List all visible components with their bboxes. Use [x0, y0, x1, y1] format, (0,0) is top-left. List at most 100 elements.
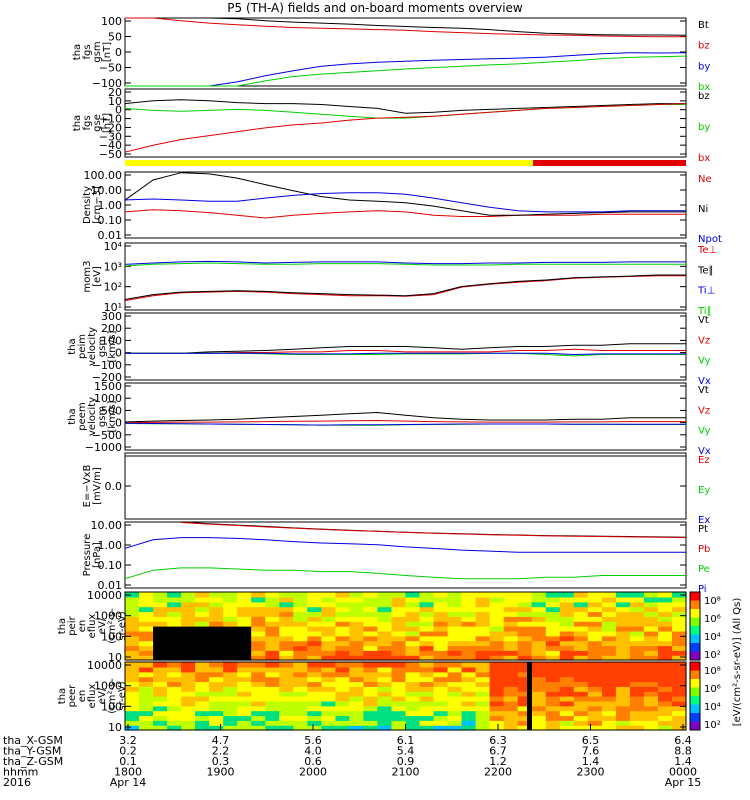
peir-heatmap-cell	[658, 650, 673, 656]
xaxis-value: 2300	[577, 766, 605, 779]
xaxis-value: 4.7	[212, 734, 230, 747]
peir-heatmap-cell	[503, 626, 519, 632]
peir-heatmap-cell	[167, 626, 182, 632]
peir-heatmap-cell	[363, 596, 378, 603]
peer-heatmap-cell	[672, 676, 687, 683]
peer-heatmap-cell	[545, 700, 561, 707]
peer-heatmap-cell	[672, 681, 687, 687]
peer-heatmap-cell	[321, 710, 336, 717]
peer-ytick-label: 10000	[87, 659, 122, 672]
peer-heatmap-cell	[433, 715, 449, 721]
bgsm-ytick-label: −50	[99, 62, 122, 75]
peer-heatmap-cell	[461, 676, 477, 683]
peir-heatmap-cell	[559, 611, 575, 617]
peer-heatmap-cell	[391, 666, 407, 673]
peir-heatmap-cell	[573, 655, 589, 661]
peer-heatmap-cell	[531, 720, 547, 726]
peir-heatmap-cell	[531, 592, 547, 598]
peir-heatmap-cell	[405, 616, 421, 622]
peir-heatmap-cell	[475, 650, 491, 656]
peir-heatmap-cell	[153, 621, 168, 627]
colorbar-segment	[690, 679, 700, 688]
peir-heatmap-cell	[139, 626, 154, 632]
peer-heatmap-cell	[475, 691, 491, 697]
peir-heatmap-cell	[391, 626, 407, 632]
peir-heatmap-cell	[559, 621, 575, 627]
peir-heatmap-cell	[629, 606, 645, 613]
peer-heatmap-cell	[433, 725, 449, 731]
moments-series-Ti∥	[124, 262, 686, 267]
peir-heatmap-cell	[209, 616, 224, 622]
peer-heatmap-cell	[377, 686, 392, 692]
peer-heatmap-cell	[293, 676, 308, 683]
peer-heatmap-cell	[125, 681, 140, 687]
peir-heatmap-cell	[307, 635, 322, 642]
peer-heatmap-cell	[658, 676, 673, 683]
peer-heatmap-cell	[503, 662, 519, 668]
vpeim-ylabel: gsm	[97, 336, 108, 357]
peer-heatmap-cell	[279, 671, 294, 678]
peer-heatmap-cell	[658, 705, 673, 712]
bgse-legend-bz: bz	[698, 91, 710, 102]
peer-heatmap-cell	[223, 696, 238, 702]
peir-heatmap-cell	[251, 626, 266, 632]
peer-heatmap-cell	[251, 720, 266, 726]
peir-heatmap-cell	[475, 611, 491, 617]
peir-ylabel: eflux	[87, 614, 98, 639]
peir-heatmap-cell	[363, 616, 378, 622]
mode-bar-yellow	[125, 160, 533, 166]
peer-heatmap-cell	[587, 696, 603, 702]
bgsm-legend-by: by	[698, 61, 710, 72]
peir-heatmap-cell	[223, 626, 238, 632]
peir-heatmap-cell	[447, 611, 463, 617]
peir-heatmap-cell	[391, 655, 407, 661]
peer-heatmap-cell	[433, 696, 449, 702]
peer-heatmap-cell	[658, 700, 673, 707]
peer-heatmap-cell	[153, 710, 168, 717]
peir-heatmap-cell	[251, 645, 266, 651]
peir-heatmap-cell	[363, 650, 378, 656]
peer-heatmap-cell	[433, 705, 449, 712]
peir-heatmap-cell	[419, 611, 435, 617]
peir-heatmap-cell	[251, 655, 266, 661]
peer-heatmap-cell	[223, 686, 238, 692]
peer-heatmap-cell	[475, 720, 491, 726]
peir-heatmap-cell	[223, 611, 238, 617]
peir-heatmap-cell	[461, 592, 477, 598]
peir-heatmap-cell	[293, 592, 308, 598]
peer-heatmap-cell	[349, 671, 364, 678]
peer-heatmap-cell	[167, 715, 182, 721]
peir-heatmap-cell	[223, 655, 238, 661]
peir-heatmap-cell	[335, 655, 350, 661]
peir-heatmap-cell	[601, 635, 617, 642]
peer-heatmap-cell	[643, 696, 659, 702]
peir-heatmap-cell	[672, 626, 687, 632]
peir-heatmap-cell	[363, 626, 378, 632]
peer-heatmap-cell	[195, 696, 210, 702]
xaxis-value: 6.1	[397, 734, 415, 747]
peir-heatmap-cell	[629, 596, 645, 603]
peer-heatmap-cell	[377, 671, 392, 678]
peir-heatmap-cell	[658, 611, 673, 617]
peir-heatmap-cell	[167, 611, 182, 617]
peir-heatmap-cell	[223, 635, 238, 642]
peer-heatmap-cell	[377, 700, 392, 707]
peer-heatmap-cell	[223, 725, 238, 731]
peir-heatmap-cell	[573, 635, 589, 642]
peir-heatmap-cell	[475, 601, 491, 608]
vpeim-series-Vt	[125, 343, 686, 354]
peir-heatmap-cell	[125, 626, 140, 632]
peir-ylabel: tha	[57, 618, 68, 634]
peir-heatmap-cell	[489, 626, 505, 632]
peer-heatmap-cell	[615, 676, 631, 683]
peir-heatmap-cell	[587, 616, 603, 622]
peer-heatmap-cell	[167, 725, 182, 731]
peir-heatmap-cell	[279, 630, 294, 637]
peer-heatmap-cell	[237, 710, 252, 717]
peir-heatmap-cell	[447, 635, 463, 642]
peer-heatmap-cell	[363, 725, 378, 731]
peer-heatmap-cell	[363, 715, 378, 721]
peir-heatmap-cell	[433, 606, 449, 613]
colorbar-segment	[690, 592, 700, 601]
peir-heatmap-cell	[377, 606, 392, 613]
